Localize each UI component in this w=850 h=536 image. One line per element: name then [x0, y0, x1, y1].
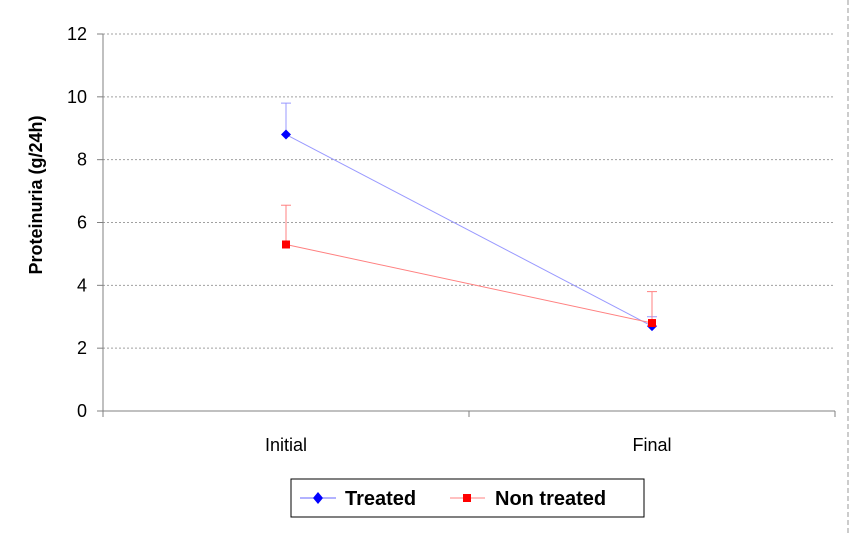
grid-lines — [103, 33, 835, 349]
legend-non-treated-marker — [463, 494, 471, 502]
y-tick-label-1: 2 — [77, 338, 87, 358]
legend: Treated Non treated — [290, 478, 645, 518]
y-tick-label-0: 0 — [77, 401, 87, 421]
data-point-1-1 — [648, 319, 656, 328]
legend-non-treated-label: Non treated — [495, 488, 606, 510]
y-tick-label-2: 4 — [77, 275, 87, 295]
y-tick-label-6: 12 — [67, 24, 87, 44]
y-tick-labels: 0 2 4 6 8 10 12 — [67, 24, 87, 421]
series-line-0 — [285, 134, 653, 327]
legend-treated-label: Treated — [345, 488, 416, 510]
series-non-treated — [281, 204, 657, 328]
data-point-0-0 — [281, 129, 291, 140]
x-category-label-1: Final — [632, 435, 671, 455]
x-category-label-0: Initial — [265, 435, 307, 455]
legend-treated-marker — [313, 492, 323, 504]
axes — [97, 33, 836, 417]
data-point-1-0 — [282, 240, 290, 249]
x-category-labels: Initial Final — [265, 435, 672, 455]
y-tick-label-4: 8 — [77, 150, 87, 170]
y-tick-label-5: 10 — [67, 87, 87, 107]
y-axis-label: Proteinuria (g/24h) — [26, 115, 46, 274]
y-tick-label-3: 6 — [77, 213, 87, 233]
data-series — [281, 102, 657, 332]
series-treated — [281, 102, 657, 332]
series-line-1 — [285, 244, 653, 324]
